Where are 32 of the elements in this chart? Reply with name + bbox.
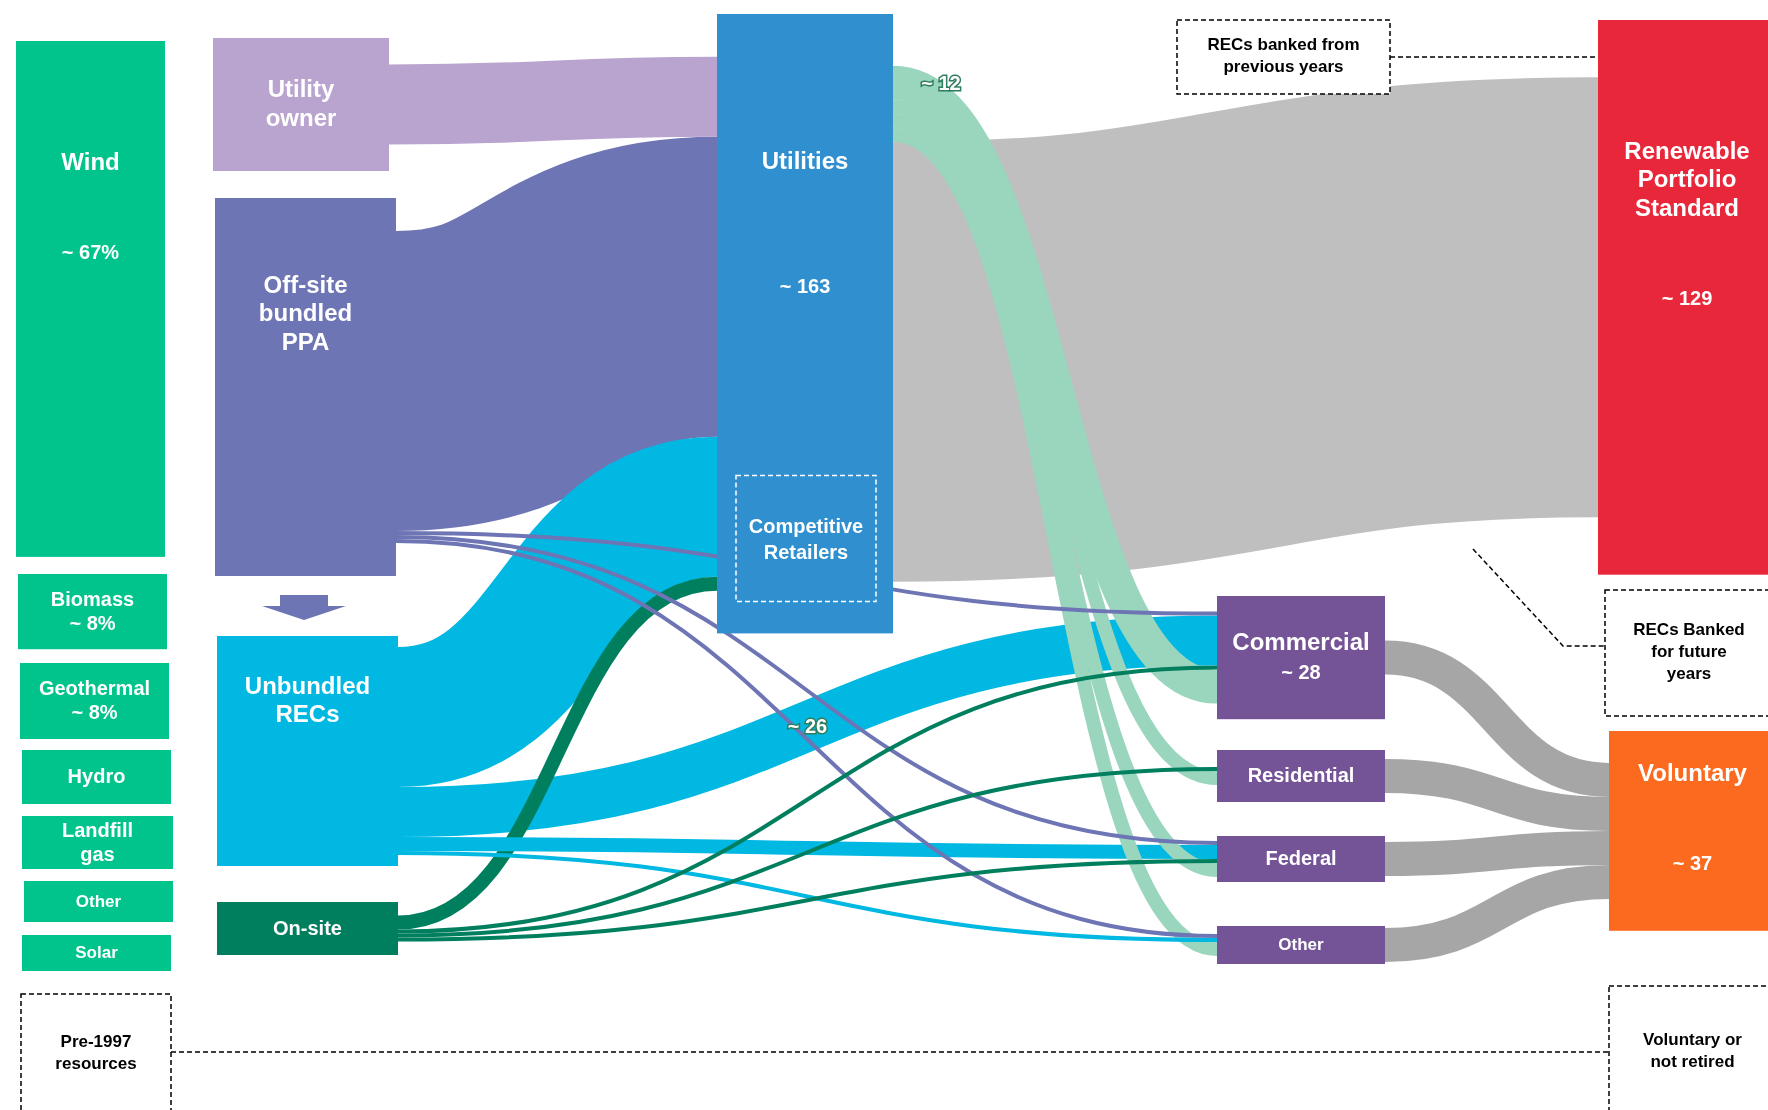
data-label: ~ 8%	[69, 611, 116, 634]
data-label: ~ 37	[1672, 851, 1713, 874]
category-label: Off-site bundled PPA	[258, 270, 353, 356]
category-label: Biomass	[50, 587, 135, 610]
category-label: Residential	[1247, 764, 1355, 786]
category-label: Hydro	[67, 765, 126, 787]
category-label: Other	[75, 891, 122, 911]
category-label: Other	[1278, 935, 1325, 955]
text: Competitive Retailers	[748, 515, 864, 564]
data-label: ~ 67%	[61, 240, 120, 263]
category-label: Utility owner	[265, 75, 337, 132]
text: Pre-1997 resources	[55, 1032, 137, 1073]
category-label: Federal	[1265, 847, 1337, 869]
category-label: Solar	[75, 943, 119, 963]
data-label: ~ 163	[779, 274, 831, 297]
category-label: Voluntary	[1638, 758, 1748, 786]
category-label: Commercial	[1232, 628, 1370, 656]
data-label: ~ 28	[1281, 661, 1321, 684]
text: ~ 26	[787, 715, 828, 738]
data-label: ~ 129	[1661, 287, 1713, 310]
text: ~ 12	[921, 71, 961, 94]
category-label: Wind	[61, 147, 120, 175]
text: RECs Banked for future years	[1633, 620, 1745, 683]
category-label: Renewable Portfolio Standard	[1624, 136, 1750, 222]
text: Voluntary or not retired	[1643, 1030, 1743, 1071]
data-label: ~ 8%	[71, 701, 118, 723]
category-label: Unbundled RECs	[244, 671, 371, 728]
category-label: Landfill gas	[61, 818, 134, 865]
category-label: Utilities	[761, 146, 849, 174]
text: RECs banked from previous years	[1207, 35, 1360, 76]
category-label: Geothermal	[38, 677, 151, 699]
category-label: On-site	[273, 916, 342, 939]
